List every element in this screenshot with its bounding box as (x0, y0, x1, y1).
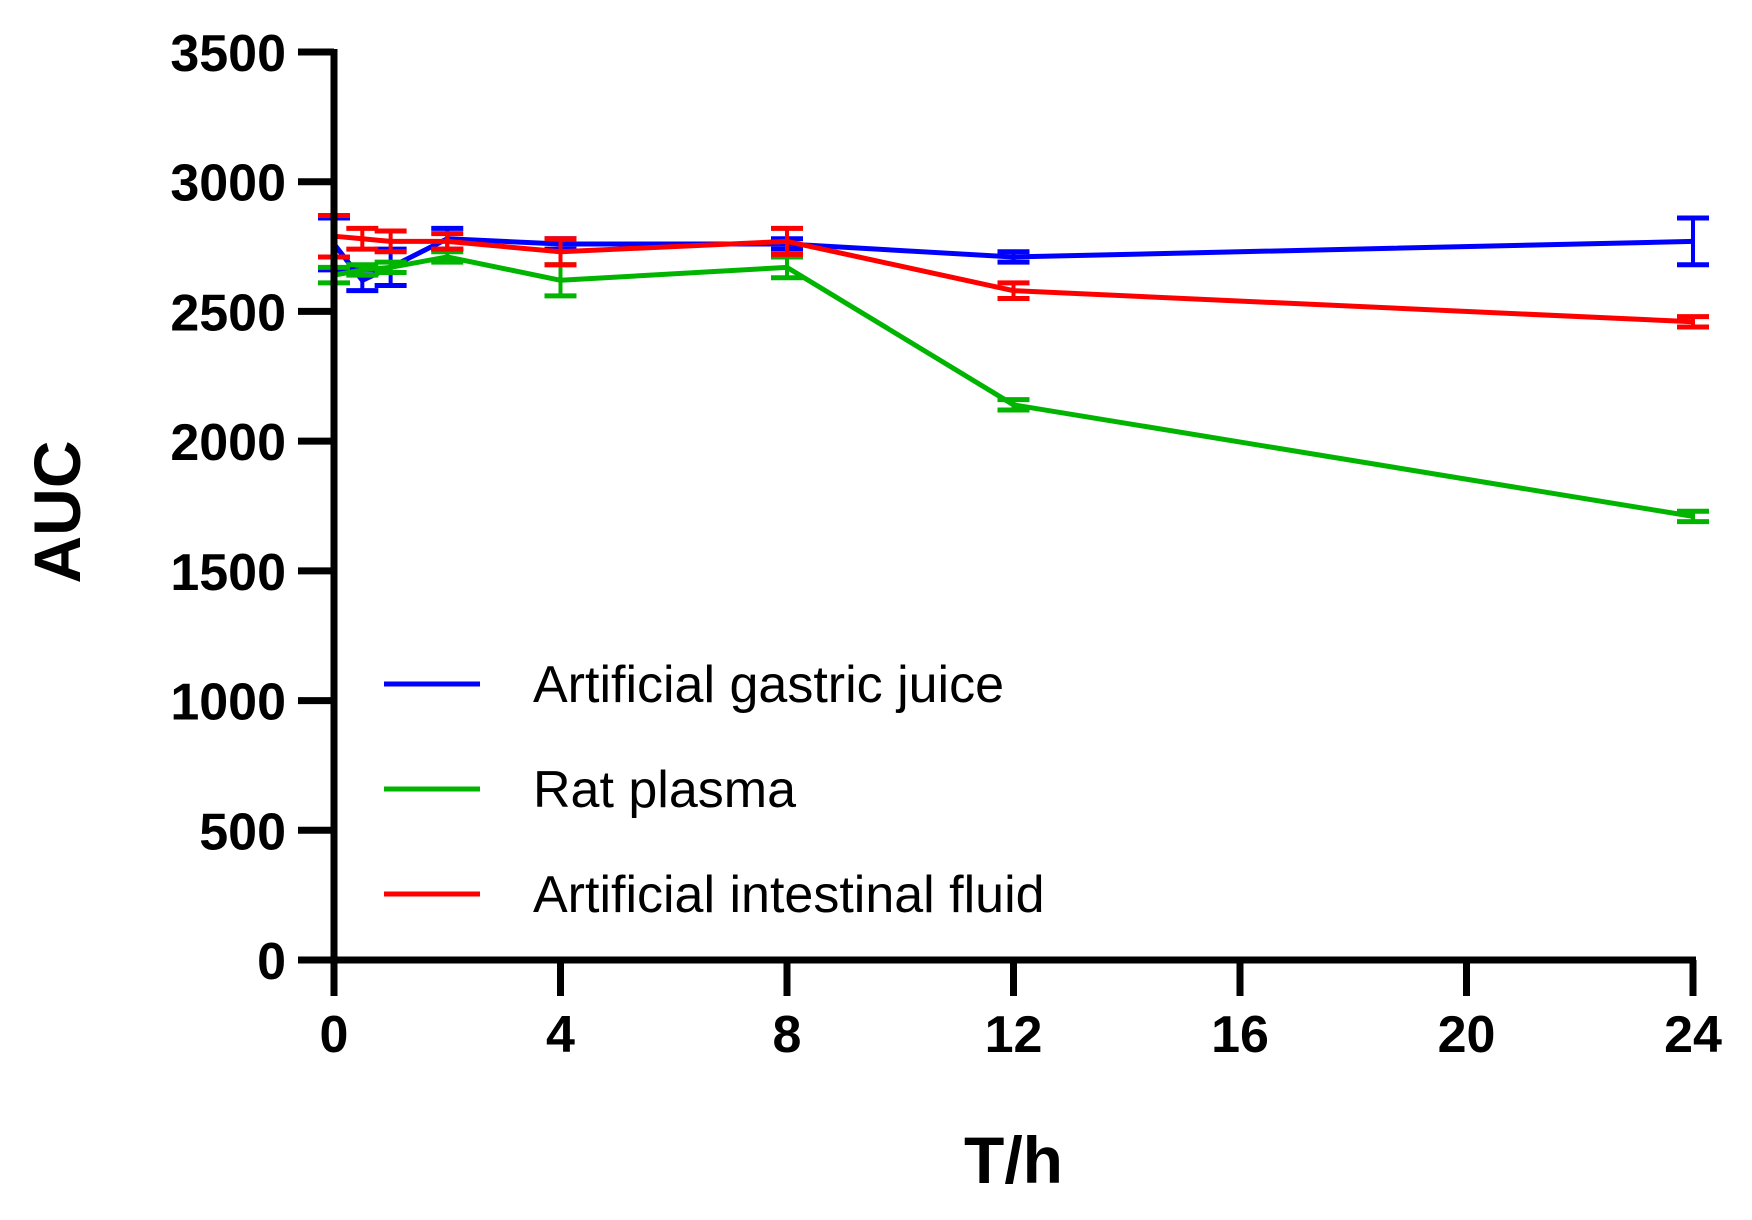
legend-item: Artificial intestinal fluid (384, 866, 1045, 924)
x-tick-label: 20 (1438, 1006, 1496, 1064)
x-tick-label: 8 (773, 1006, 802, 1064)
legend-item: Artificial gastric juice (384, 656, 1004, 714)
y-tick-label: 0 (257, 933, 286, 991)
x-tick-label: 0 (320, 1006, 349, 1064)
y-tick-label: 2000 (170, 414, 286, 472)
x-tick-label: 4 (546, 1006, 575, 1064)
y-tick-label: 1000 (170, 674, 286, 732)
series-group (318, 212, 1709, 525)
series-artificial-gastric-juice (318, 215, 1709, 294)
legend-item: Rat plasma (384, 761, 796, 819)
legend-label: Artificial gastric juice (533, 656, 1004, 714)
y-axis-title: AUC (20, 441, 94, 584)
legend-label: Rat plasma (533, 761, 796, 819)
y-tick-label: 3000 (170, 155, 286, 213)
series-line (332, 236, 1694, 283)
series-artificial-intestinal-fluid (318, 212, 1709, 330)
axes (330, 49, 1696, 964)
series-line (333, 233, 1694, 325)
legend: Artificial gastric juice Rat plasma Artifi… (384, 656, 1045, 924)
x-axis-title: T/h (964, 1123, 1063, 1197)
series-rat-plasma (318, 249, 1709, 525)
ticks: 0 500 1000 1500 2000 2500 3000 3500 0 4 8 12 16 20 24 (170, 25, 1722, 1064)
x-tick-label: 12 (985, 1006, 1043, 1064)
y-tick-label: 500 (199, 803, 286, 861)
legend-label: Artificial intestinal fluid (533, 866, 1045, 924)
y-tick-label: 2500 (170, 284, 286, 342)
x-tick-label: 24 (1664, 1006, 1722, 1064)
series-line (333, 254, 1694, 519)
y-tick-label: 1500 (170, 544, 286, 602)
x-tick-label: 16 (1211, 1006, 1269, 1064)
y-tick-label: 3500 (170, 25, 286, 83)
